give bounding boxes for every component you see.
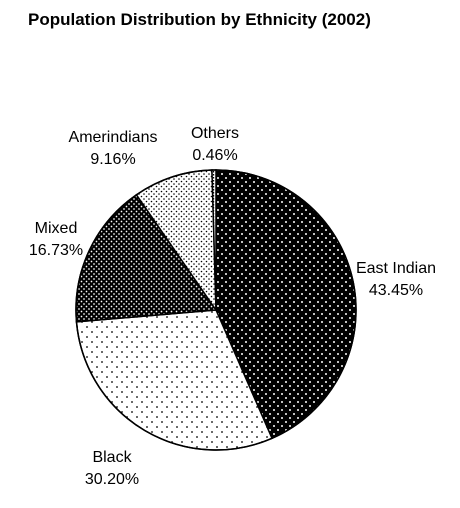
slice-value-label: 30.20% <box>85 471 139 488</box>
pie-slices <box>75 169 357 451</box>
pie-labels: East Indian 43.45% Black 30.20% Mixed 16.73% A… <box>29 125 436 488</box>
slice-label: Mixed <box>35 220 78 237</box>
slice-value-label: 9.16% <box>90 151 135 168</box>
chart-title: Population Distribution by Ethnicity (20… <box>28 10 371 29</box>
slice-value-label: 43.45% <box>369 282 423 299</box>
pie-outline <box>75 169 357 451</box>
slice-label: Amerindians <box>69 129 158 146</box>
slice-label: Others <box>191 125 239 142</box>
slice-value-label: 16.73% <box>29 242 83 259</box>
slice-label: Black <box>92 449 132 466</box>
slice-value-label: 0.46% <box>192 147 237 164</box>
slice-label: East Indian <box>356 260 436 277</box>
